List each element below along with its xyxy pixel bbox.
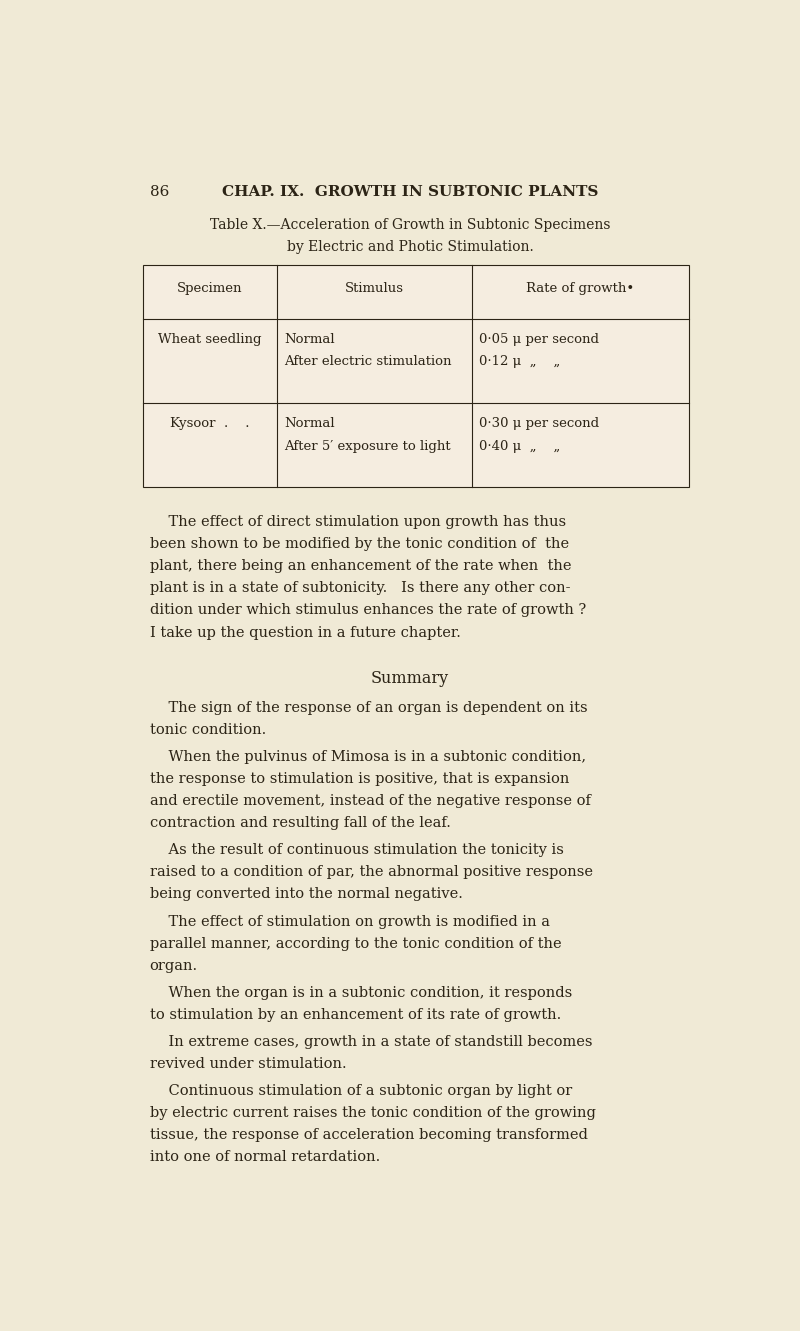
Text: been shown to be modified by the tonic condition of  the: been shown to be modified by the tonic c… (150, 538, 569, 551)
Text: tissue, the response of acceleration becoming transformed: tissue, the response of acceleration bec… (150, 1129, 587, 1142)
Text: 0·40 μ  „    „: 0·40 μ „ „ (479, 439, 561, 453)
Text: The effect of direct stimulation upon growth has thus: The effect of direct stimulation upon gr… (150, 515, 566, 530)
Text: In extreme cases, growth in a state of standstill becomes: In extreme cases, growth in a state of s… (150, 1036, 592, 1049)
Text: I take up the question in a future chapter.: I take up the question in a future chapt… (150, 626, 461, 639)
Text: the response to stimulation is positive, that is expansion: the response to stimulation is positive,… (150, 772, 569, 787)
Text: parallel manner, according to the tonic condition of the: parallel manner, according to the tonic … (150, 937, 562, 950)
Text: 86: 86 (150, 185, 169, 200)
Text: As the result of continuous stimulation the tonicity is: As the result of continuous stimulation … (150, 844, 563, 857)
Text: CHAP. IX.  GROWTH IN SUBTONIC PLANTS: CHAP. IX. GROWTH IN SUBTONIC PLANTS (222, 185, 598, 200)
Text: The effect of stimulation on growth is modified in a: The effect of stimulation on growth is m… (150, 914, 550, 929)
Text: Wheat seedling: Wheat seedling (158, 333, 262, 346)
Text: When the organ is in a subtonic condition, it responds: When the organ is in a subtonic conditio… (150, 986, 572, 1000)
Text: by Electric and Photic Stimulation.: by Electric and Photic Stimulation. (286, 240, 534, 254)
Text: by electric current raises the tonic condition of the growing: by electric current raises the tonic con… (150, 1106, 595, 1121)
Text: After 5′ exposure to light: After 5′ exposure to light (284, 439, 450, 453)
Text: plant, there being an enhancement of the rate when  the: plant, there being an enhancement of the… (150, 559, 571, 574)
Text: Normal: Normal (284, 417, 334, 430)
Bar (143, 265, 689, 487)
Text: Kysoor  .    .: Kysoor . . (170, 417, 250, 430)
Text: Continuous stimulation of a subtonic organ by light or: Continuous stimulation of a subtonic org… (150, 1085, 572, 1098)
Text: 0·30 μ per second: 0·30 μ per second (479, 417, 599, 430)
Text: to stimulation by an enhancement of its rate of growth.: to stimulation by an enhancement of its … (150, 1008, 561, 1022)
Text: Normal: Normal (284, 333, 334, 346)
Text: Summary: Summary (371, 669, 449, 687)
Text: The sign of the response of an organ is dependent on its: The sign of the response of an organ is … (150, 701, 587, 715)
Text: raised to a condition of par, the abnormal positive response: raised to a condition of par, the abnorm… (150, 865, 593, 880)
Text: plant is in a state of subtonicity.   Is there any other con-: plant is in a state of subtonicity. Is t… (150, 582, 570, 595)
Text: When the pulvinus of Mimosa is in a subtonic condition,: When the pulvinus of Mimosa is in a subt… (150, 751, 586, 764)
Text: contraction and resulting fall of the leaf.: contraction and resulting fall of the le… (150, 816, 450, 831)
Text: Specimen: Specimen (178, 282, 243, 294)
Text: tonic condition.: tonic condition. (150, 723, 266, 737)
Text: Stimulus: Stimulus (345, 282, 404, 294)
Text: Table X.—Acceleration of Growth in Subtonic Specimens: Table X.—Acceleration of Growth in Subto… (210, 218, 610, 232)
Text: into one of normal retardation.: into one of normal retardation. (150, 1150, 380, 1165)
Text: organ.: organ. (150, 958, 198, 973)
Text: revived under stimulation.: revived under stimulation. (150, 1057, 346, 1071)
Text: 0·05 μ per second: 0·05 μ per second (479, 333, 599, 346)
Text: 0·12 μ  „    „: 0·12 μ „ „ (479, 355, 561, 369)
Text: and erectile movement, instead of the negative response of: and erectile movement, instead of the ne… (150, 795, 590, 808)
Text: dition under which stimulus enhances the rate of growth ?: dition under which stimulus enhances the… (150, 603, 586, 618)
Text: After electric stimulation: After electric stimulation (284, 355, 452, 369)
Text: being converted into the normal negative.: being converted into the normal negative… (150, 888, 462, 901)
Text: Rate of growth•: Rate of growth• (526, 282, 634, 294)
